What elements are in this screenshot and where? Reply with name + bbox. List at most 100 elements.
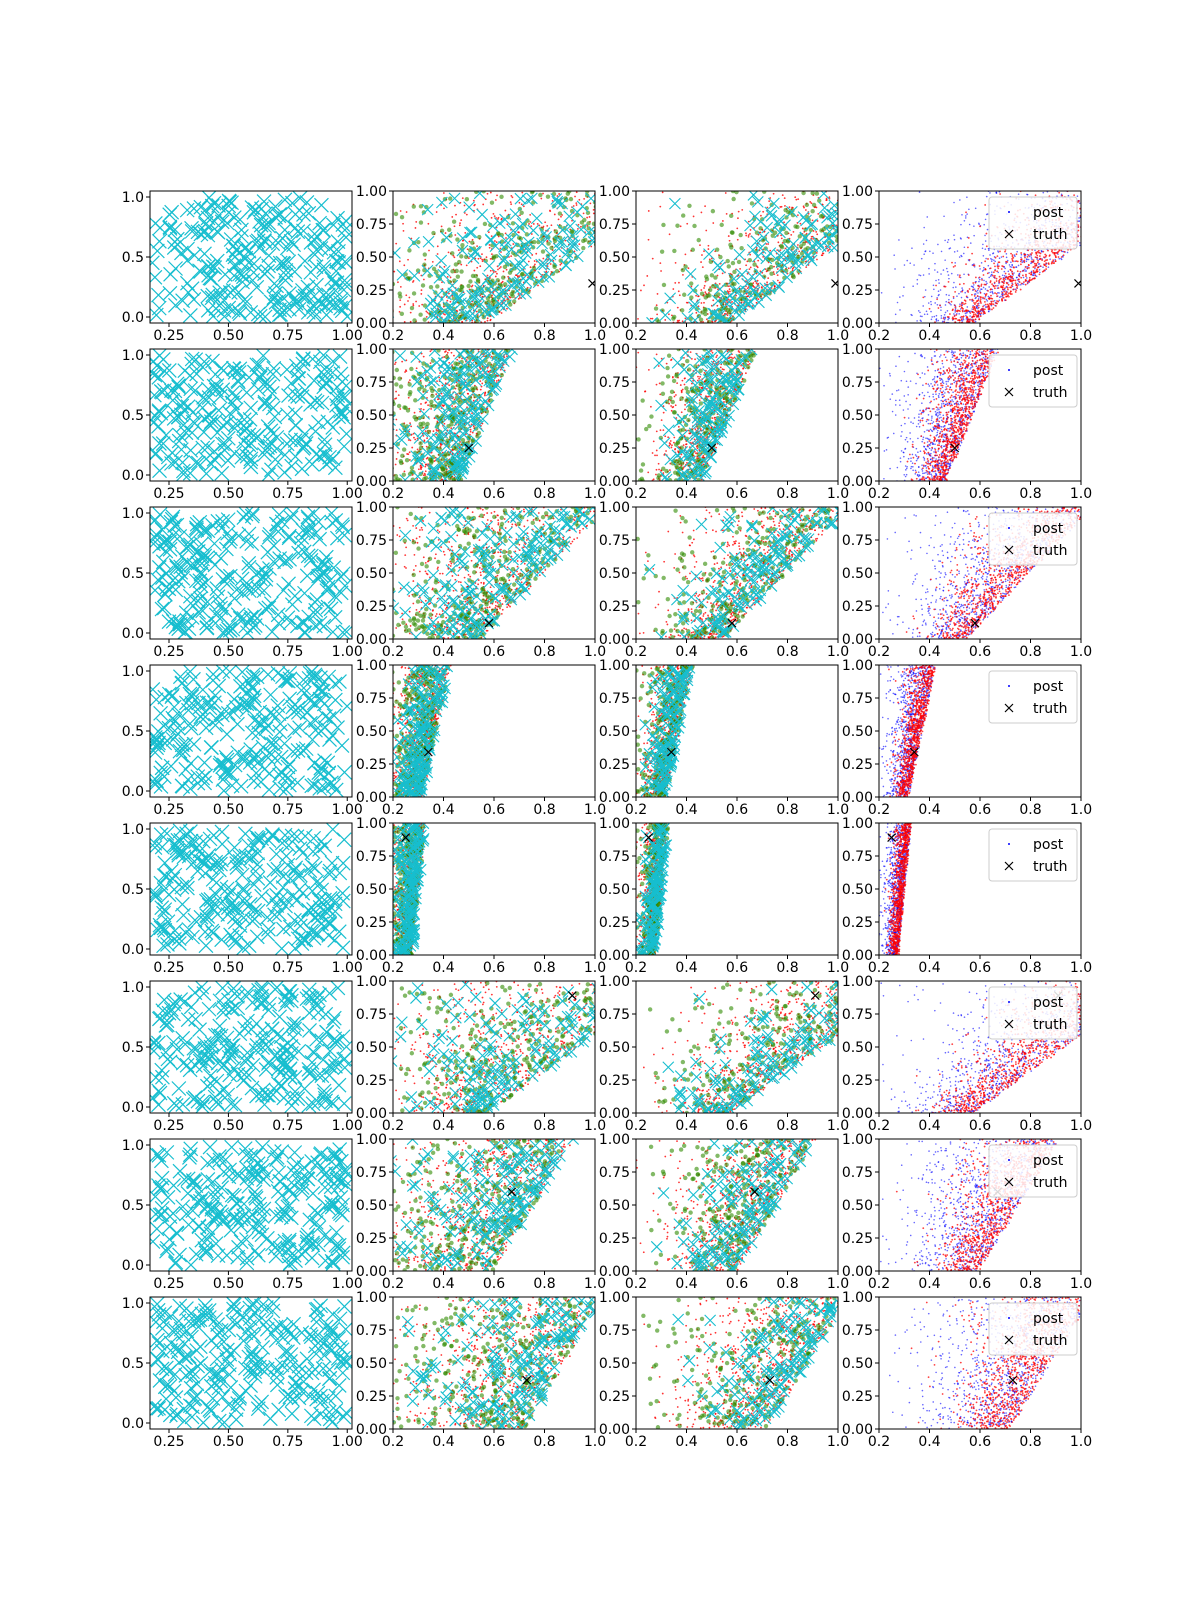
sample-red-point [462, 240, 464, 242]
post-blue-point [1092, 195, 1094, 197]
sample-red-point [816, 259, 818, 261]
sample-green-point [758, 226, 762, 230]
post-red-point [982, 297, 984, 299]
post-blue-point [1004, 275, 1006, 277]
post-blue-point [964, 292, 966, 294]
sample-green-point [672, 249, 676, 253]
post-red-point [1122, 207, 1124, 209]
sample-red-point [741, 209, 743, 211]
sample-cyan-point [436, 197, 447, 208]
post-blue-point [959, 303, 961, 305]
post-red-point [1083, 213, 1085, 215]
post-blue-point [1110, 214, 1112, 216]
post-red-point [1094, 234, 1096, 236]
post-blue-point [947, 241, 949, 243]
prior-point [201, 303, 215, 317]
sample-red-point [781, 238, 783, 240]
post-blue-point [1024, 268, 1026, 270]
sample-green-point [477, 235, 481, 239]
sample-red-point [535, 253, 537, 255]
post-red-point [986, 245, 988, 247]
prior-point [317, 260, 331, 274]
post-red-point [1129, 203, 1131, 205]
sample-green-point [416, 240, 420, 244]
sample-green-point [378, 205, 382, 209]
post-blue-point [1103, 191, 1105, 193]
post-red-point [994, 277, 996, 279]
sample-red-point [662, 191, 664, 193]
sample-red-point [607, 206, 609, 208]
post-blue-point [954, 262, 956, 264]
sample-red-point [659, 206, 661, 208]
sample-cyan-point [754, 268, 765, 279]
post-blue-point [1110, 203, 1112, 205]
post-blue-point [963, 319, 965, 321]
post-red-point [971, 294, 973, 296]
post-red-point [1118, 211, 1120, 213]
post-blue-point [948, 248, 950, 250]
post-blue-point [1094, 212, 1096, 214]
post-red-point [1106, 219, 1108, 221]
sample-green-point [847, 208, 851, 212]
post-blue-point [1102, 218, 1104, 220]
post-red-point [954, 265, 956, 267]
post-blue-point [934, 269, 936, 271]
post-red-point [1094, 227, 1096, 229]
post-red-point [998, 281, 1000, 283]
post-blue-point [1107, 214, 1109, 216]
post-red-point [1043, 264, 1045, 266]
post-blue-point [983, 287, 985, 289]
sample-red-point [510, 195, 512, 197]
sample-cyan-point [510, 209, 521, 220]
post-red-point [992, 300, 994, 302]
post-blue-point [999, 257, 1001, 259]
prior-point [183, 308, 197, 322]
post-red-point [1090, 206, 1092, 208]
post-red-point [1119, 192, 1121, 194]
sample-red-point [472, 432, 474, 434]
sample-cyan-point [499, 253, 510, 264]
post-red-point [1116, 203, 1118, 205]
post-blue-point [973, 225, 975, 227]
sample-red-point [443, 208, 445, 210]
post-blue-point [986, 214, 988, 216]
sample-red-point [387, 281, 389, 283]
post-blue-point [987, 300, 989, 302]
sample-red-point [546, 225, 548, 227]
post-red-point [1025, 275, 1027, 277]
sample-green-point [809, 228, 813, 232]
post-red-point [1016, 287, 1018, 289]
post-blue-point [999, 296, 1001, 298]
post-red-point [969, 318, 971, 320]
post-red-point [1000, 285, 1002, 287]
x-tick-label: 0.50 [213, 328, 244, 344]
post-red-point [959, 310, 961, 312]
sample-red-point [729, 240, 731, 242]
post-blue-point [1146, 195, 1148, 197]
post-red-point [1036, 271, 1038, 273]
post-blue-point [965, 217, 967, 219]
sample-red-point [537, 285, 539, 287]
sample-red-point [634, 235, 636, 237]
sample-red-point [797, 198, 799, 200]
post-red-point [973, 308, 975, 310]
post-blue-point [1014, 254, 1016, 256]
post-red-point [984, 268, 986, 270]
post-blue-point [1034, 268, 1036, 270]
sample-green-point [691, 248, 695, 252]
post-red-point [1048, 263, 1050, 265]
post-red-point [1078, 226, 1080, 228]
sample-red-point [399, 260, 401, 262]
sample-red-point [679, 294, 681, 296]
y-tick-label: 1.00 [842, 184, 873, 200]
post-blue-point [1054, 259, 1056, 261]
post-red-point [1042, 271, 1044, 273]
sample-red-point [700, 289, 702, 291]
post-red-point [973, 265, 975, 267]
sample-green-point [729, 214, 733, 218]
post-red-point [1017, 261, 1019, 263]
prior-point [289, 419, 303, 433]
post-blue-point [897, 302, 899, 304]
post-red-point [1035, 265, 1037, 267]
